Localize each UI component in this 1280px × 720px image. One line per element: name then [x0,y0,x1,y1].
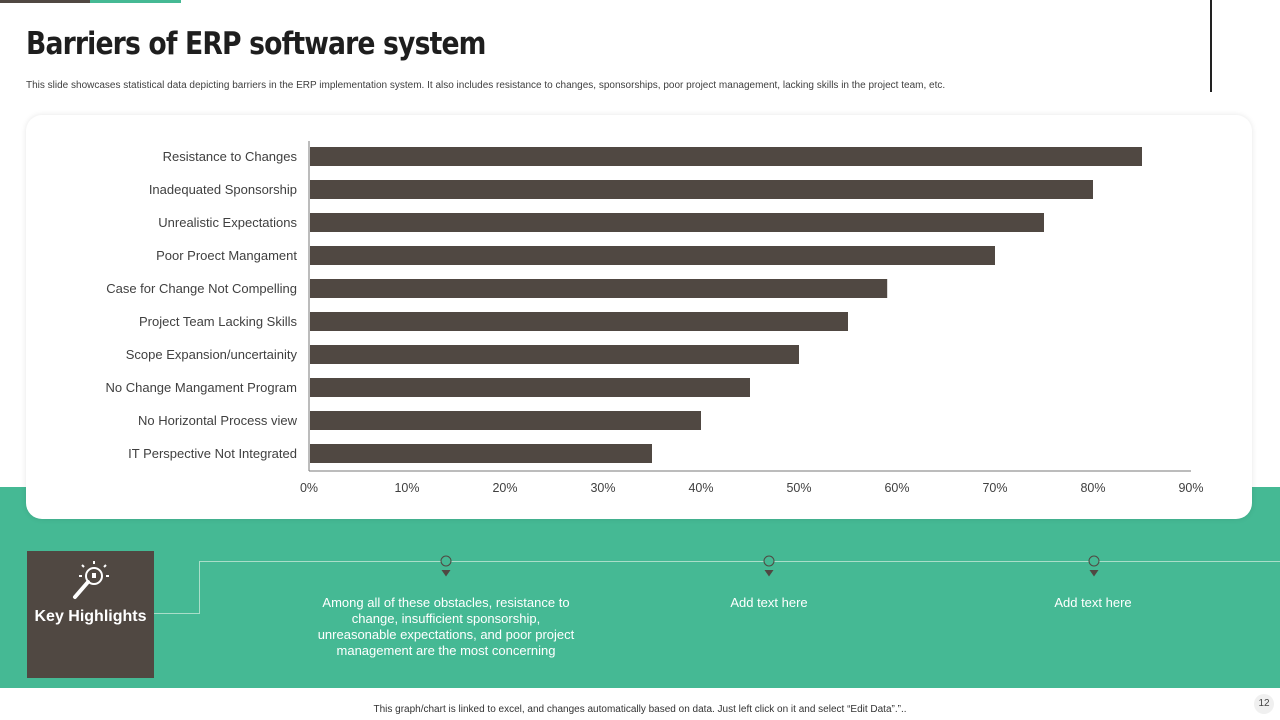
x-tick-label-3: 20% [492,481,517,495]
bar-4 [310,246,995,265]
footer-note: This graph/chart is linked to excel, and… [373,704,907,715]
lightbulb-magnifier-icon [73,561,109,599]
category-label-2: Inadequated Sponsorship [149,182,297,197]
bar-7 [310,345,799,364]
highlight-text-1[interactable]: Among all of these obstacles, resistance… [317,595,575,658]
category-label-4: Poor Proect Mangament [156,248,297,263]
highlight-marker-1-icon [440,555,452,577]
slide-subtitle: This slide showcases statistical data de… [26,80,946,91]
bar-2 [310,180,1093,199]
connector-line-horizontal [154,613,199,614]
highlights-timeline-line [199,561,1280,562]
bar-6 [310,312,848,331]
chart-card: Resistance to Changes Inadequated Sponsor… [26,115,1252,519]
category-label-9: No Horizontal Process view [138,413,298,428]
x-tick-label-8: 70% [982,481,1007,495]
x-tick-label-4: 30% [590,481,615,495]
slide-title: Barriers of ERP software system [26,26,486,62]
x-tick-label-2: 10% [394,481,419,495]
top-accent-bar-dark [0,0,90,3]
category-label-5: Case for Change Not Compelling [106,281,297,296]
bar-1 [310,147,1142,166]
key-highlights-box [27,551,154,678]
category-label-8: No Change Mangament Program [106,380,298,395]
category-label-10: IT Perspective Not Integrated [128,446,297,461]
category-label-6: Project Team Lacking Skills [139,314,297,329]
x-tick-label-1: 0% [300,481,318,495]
top-accent-bar-green [90,0,181,3]
bar-5 [310,279,888,298]
highlight-text-3[interactable]: Add text here [1054,595,1132,610]
page-number: 12 [1254,694,1274,714]
x-tick-label-6: 50% [786,481,811,495]
highlight-marker-3-icon [1088,555,1100,577]
bar-chart[interactable]: Resistance to Changes Inadequated Sponsor… [26,115,1252,519]
x-tick-label-7: 60% [884,481,909,495]
bar-10 [310,444,652,463]
x-tick-label-9: 80% [1080,481,1105,495]
title-divider-line [1210,0,1212,92]
green-background-band [0,487,1280,688]
category-label-3: Unrealistic Expectations [158,215,297,230]
highlight-marker-2-icon [763,555,775,577]
category-label-7: Scope Expansion/uncertainity [126,347,298,362]
connector-line-vertical [199,561,200,614]
category-label-1: Resistance to Changes [163,149,298,164]
key-highlights-label: Key Highlights [34,608,147,625]
x-tick-label-10: 90% [1178,481,1203,495]
bar-8 [310,378,750,397]
bar-3 [310,213,1044,232]
x-tick-label-5: 40% [688,481,713,495]
bar-9 [310,411,701,430]
highlight-text-2[interactable]: Add text here [730,595,808,610]
